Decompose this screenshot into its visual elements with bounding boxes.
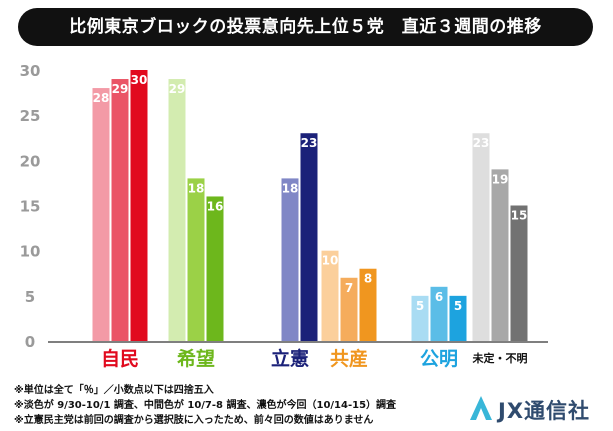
bar-value-label: 8 (364, 272, 372, 286)
bar-0-0 (92, 88, 110, 341)
bar-value-label: 5 (416, 299, 424, 313)
bar-3-2 (359, 268, 377, 341)
bar-1-0 (168, 79, 186, 342)
bar-2-2 (300, 133, 318, 341)
bar-value-label: 18 (282, 181, 299, 195)
y-tick-label: 20 (20, 152, 41, 170)
category-label: 共産 (330, 347, 368, 370)
bar-value-label: 29 (112, 82, 129, 96)
bar-value-label: 19 (492, 172, 509, 186)
y-tick-label: 25 (20, 107, 41, 125)
category-label: 希望 (177, 347, 215, 370)
category-label: 公明 (420, 348, 458, 370)
chart-title: 比例東京ブロックの投票意向先上位５党 直近３週間の推移 (18, 8, 593, 46)
bar-2-1 (281, 178, 299, 341)
bar-5-1 (491, 169, 509, 341)
bar-0-1 (111, 79, 129, 342)
category-label: 立憲 (271, 347, 309, 370)
bar-value-label: 23 (301, 136, 318, 150)
bar-5-2 (510, 205, 528, 341)
footnote-survey-dates: ※淡色が 9/30-10/1 調査、中間色が 10/7-8 調査、濃色が今回（1… (14, 400, 397, 411)
bar-4-0 (411, 295, 429, 341)
bar-3-0 (321, 250, 339, 341)
bar-5-0 (472, 133, 490, 341)
bar-value-label: 15 (511, 209, 528, 223)
bar-value-label: 10 (322, 254, 339, 268)
jx-logo: JX通信社 (468, 394, 604, 423)
bar-value-label: 7 (345, 281, 353, 295)
footnote-rikken: ※立憲民主党は前回の調査から選択肢に入ったため、前々回の数値はありません (14, 415, 374, 426)
y-tick-label: 15 (20, 198, 41, 216)
bar-4-1 (430, 286, 448, 341)
y-tick-label: 10 (20, 243, 41, 261)
category-label: 自民 (101, 347, 139, 370)
bar-3-1 (340, 277, 358, 341)
bar-1-2 (206, 196, 224, 341)
bar-value-label: 6 (435, 290, 443, 304)
y-tick-label: 5 (25, 288, 35, 306)
logo-text: JX通信社 (498, 399, 591, 423)
jx-logo-mark-icon (470, 396, 492, 420)
footnotes: ※単位は全て「％」／小数点以下は四捨五入 ※淡色が 9/30-10/1 調査、中… (14, 383, 396, 428)
bar-value-label: 28 (93, 91, 110, 105)
bar-4-2 (449, 295, 467, 341)
category-label: 未定・不明 (472, 351, 528, 365)
bar-1-1 (187, 178, 205, 341)
bar-value-label: 29 (169, 82, 186, 96)
bar-value-label: 18 (188, 181, 205, 195)
bar-0-2 (130, 70, 148, 341)
footnote-unit: ※単位は全て「％」／小数点以下は四捨五入 (14, 385, 214, 396)
y-tick-label: 30 (20, 62, 41, 80)
bar-value-label: 30 (131, 73, 148, 87)
bar-value-label: 16 (207, 199, 224, 213)
bar-value-label: 23 (473, 136, 490, 150)
y-tick-label: 0 (25, 333, 35, 351)
bar-value-label: 5 (454, 299, 462, 313)
